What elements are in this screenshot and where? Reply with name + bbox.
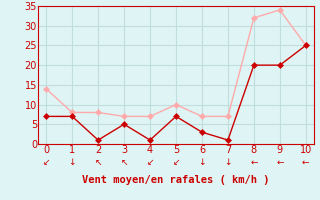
Text: ↖: ↖: [120, 158, 128, 167]
Text: ←: ←: [302, 158, 309, 167]
Text: ↖: ↖: [94, 158, 102, 167]
Text: ↙: ↙: [43, 158, 50, 167]
Text: ↙: ↙: [172, 158, 180, 167]
Text: ↓: ↓: [224, 158, 232, 167]
Text: ↓: ↓: [68, 158, 76, 167]
Text: ↓: ↓: [198, 158, 206, 167]
X-axis label: Vent moyen/en rafales ( km/h ): Vent moyen/en rafales ( km/h ): [82, 175, 270, 185]
Text: ↙: ↙: [146, 158, 154, 167]
Text: ←: ←: [250, 158, 258, 167]
Text: ←: ←: [276, 158, 284, 167]
